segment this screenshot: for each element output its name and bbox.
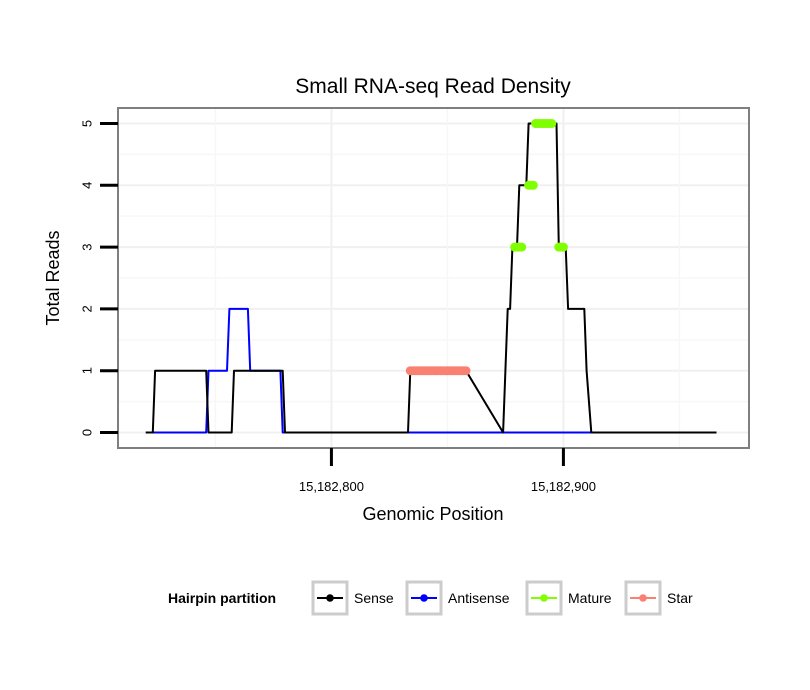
- legend-key-point: [639, 594, 647, 602]
- legend-label: Star: [667, 590, 693, 606]
- point-mature: [517, 242, 527, 252]
- y-tick-label: 1: [80, 367, 95, 374]
- y-tick-label: 5: [80, 120, 95, 127]
- chart-title: Small RNA-seq Read Density: [295, 75, 571, 98]
- series-star: [405, 366, 471, 376]
- x-tick-label: 15,182,800: [299, 479, 364, 494]
- point-mature: [547, 119, 557, 128]
- y-tick-label: 3: [80, 243, 95, 250]
- y-tick-label: 2: [80, 305, 95, 312]
- series-layer: [145, 119, 717, 434]
- legend-entry-antisense: Antisense: [405, 580, 510, 616]
- series-mature: [510, 119, 568, 252]
- point-star: [461, 366, 471, 376]
- point-mature: [558, 242, 568, 252]
- y-axis: 0 1 2 3 4 5: [80, 120, 118, 436]
- legend-key-point: [540, 594, 548, 602]
- x-tick-label: 15,182,900: [531, 479, 596, 494]
- legend-items: Sense Antisense Mature Star: [311, 580, 693, 616]
- legend-label: Antisense: [448, 590, 510, 606]
- legend-title: Hairpin partition: [168, 590, 276, 606]
- y-axis-title: Total Reads: [43, 230, 63, 325]
- legend-entry-sense: Sense: [311, 580, 394, 616]
- legend-key-point: [326, 594, 334, 602]
- legend: Hairpin partition Sense Antisense Mature St…: [168, 580, 693, 616]
- legend-label: Sense: [354, 590, 394, 606]
- point-mature: [528, 180, 538, 190]
- grid: [118, 108, 749, 448]
- legend-key-point: [420, 594, 428, 602]
- plot-panel: [117, 107, 750, 449]
- legend-entry-mature: Mature: [525, 580, 612, 616]
- x-axis-title: Genomic Position: [362, 504, 503, 524]
- y-tick-label: 0: [80, 429, 95, 436]
- legend-entry-star: Star: [624, 580, 693, 616]
- x-axis: 15,182,800 15,182,900: [299, 448, 596, 494]
- y-tick-label: 4: [80, 182, 95, 189]
- legend-label: Mature: [568, 590, 612, 606]
